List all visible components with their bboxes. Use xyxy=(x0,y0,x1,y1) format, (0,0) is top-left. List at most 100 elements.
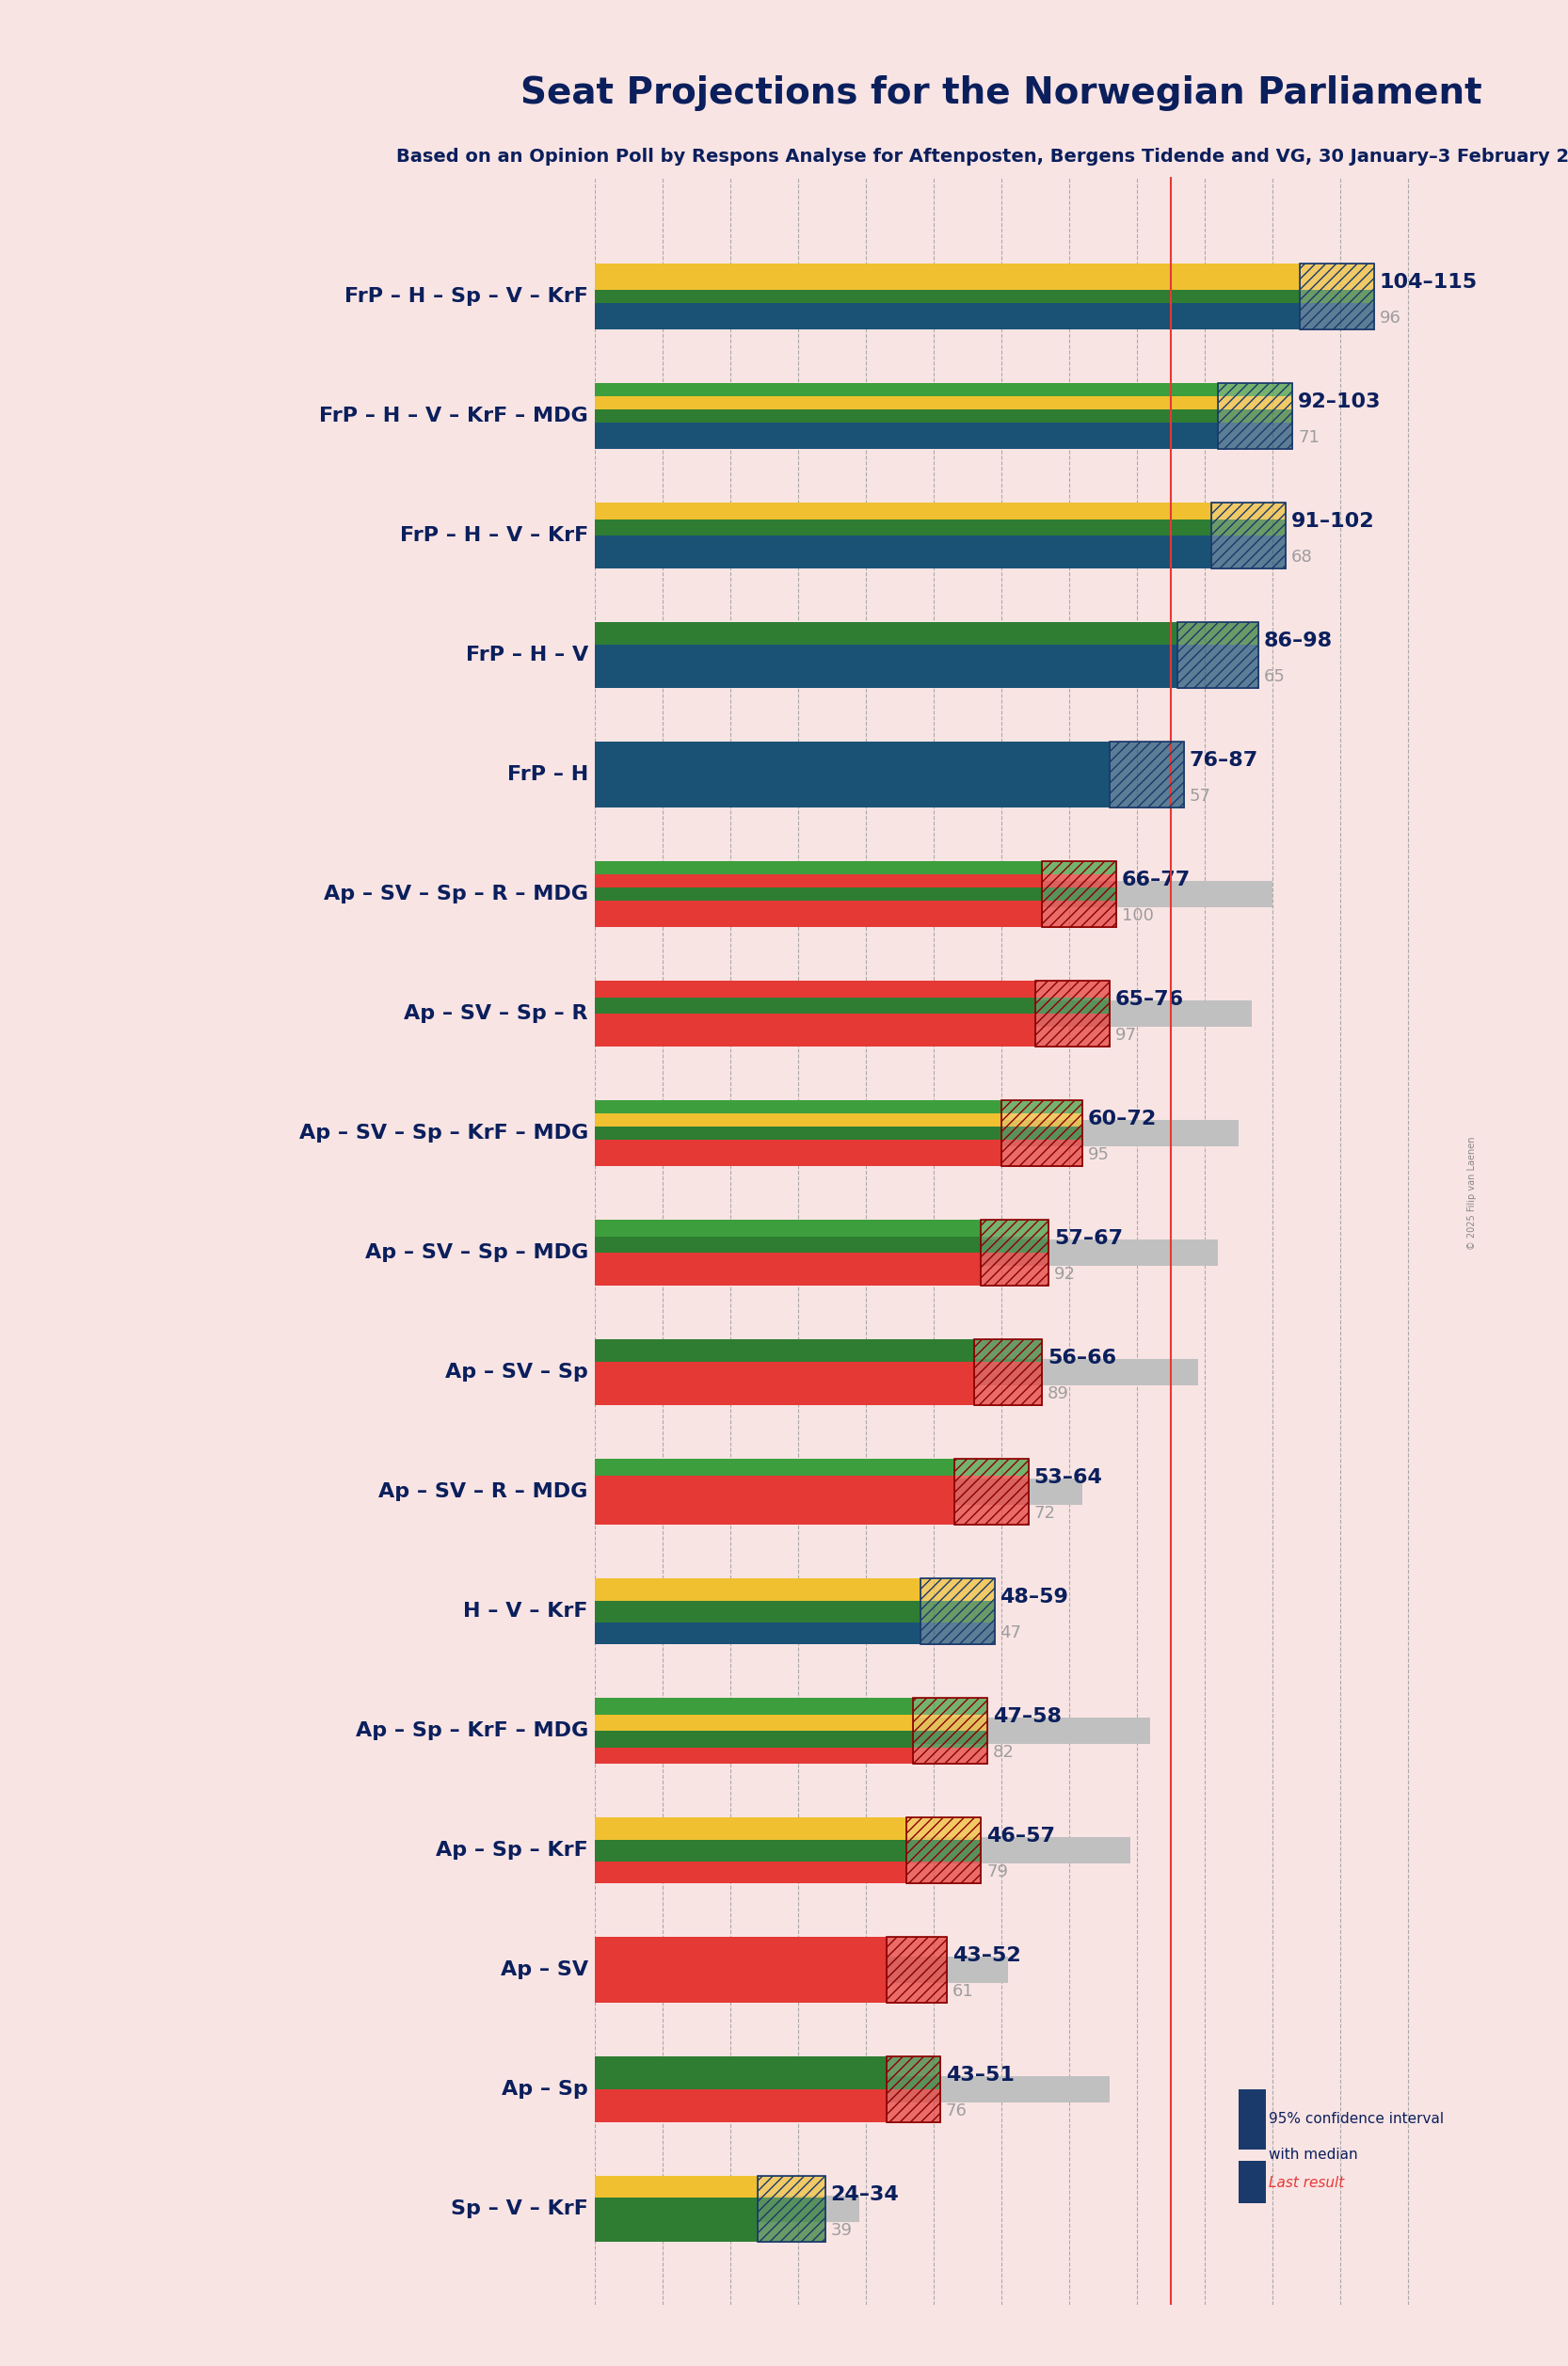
Bar xyxy=(1043,861,1116,875)
Bar xyxy=(1218,397,1292,409)
Bar xyxy=(594,424,1218,435)
Text: 96: 96 xyxy=(1380,310,1400,327)
Bar xyxy=(1002,1100,1082,1166)
Bar xyxy=(594,1599,920,1623)
Bar xyxy=(594,317,1300,329)
Text: 76–87: 76–87 xyxy=(1190,750,1259,769)
Bar xyxy=(1002,1126,1082,1140)
Text: 104–115: 104–115 xyxy=(1380,272,1477,291)
Bar xyxy=(974,1339,1043,1360)
Bar xyxy=(1043,913,1116,927)
Bar xyxy=(1035,1013,1110,1029)
Bar xyxy=(594,875,1043,887)
Text: Ap – SV – Sp – MDG: Ap – SV – Sp – MDG xyxy=(365,1245,588,1261)
Text: 24–34: 24–34 xyxy=(831,2186,898,2205)
Bar xyxy=(594,762,982,788)
Text: 91–102: 91–102 xyxy=(1290,511,1375,530)
Text: 57–67: 57–67 xyxy=(1054,1228,1123,1247)
Bar xyxy=(920,1599,994,1623)
Bar xyxy=(1002,1114,1082,1126)
Text: 48–59: 48–59 xyxy=(1000,1588,1068,1607)
Bar xyxy=(1300,263,1374,277)
Bar xyxy=(594,1699,913,1715)
Bar xyxy=(594,1957,1008,1983)
Text: 82: 82 xyxy=(993,1744,1014,1760)
Text: Seat Projections for the Norwegian Parliament: Seat Projections for the Norwegian Parli… xyxy=(521,76,1482,111)
Bar xyxy=(757,2219,825,2243)
Bar xyxy=(886,1938,947,2002)
Bar xyxy=(1110,743,1184,807)
Text: FrP – H – V: FrP – H – V xyxy=(466,646,588,665)
Text: 56–66: 56–66 xyxy=(1047,1349,1116,1368)
Bar xyxy=(1002,1140,1082,1152)
Bar xyxy=(906,1817,982,1883)
Bar xyxy=(1035,982,1110,1046)
Bar xyxy=(886,2056,941,2122)
Bar xyxy=(953,1507,1029,1524)
Bar xyxy=(594,303,1300,317)
Bar xyxy=(974,1384,1043,1405)
Bar xyxy=(594,518,1210,535)
Bar xyxy=(920,1623,994,1644)
Bar xyxy=(886,2056,941,2122)
Bar xyxy=(594,1476,953,1493)
Bar xyxy=(886,1971,947,2002)
Text: 72: 72 xyxy=(1033,1505,1055,1521)
Bar xyxy=(982,1254,1049,1268)
Bar xyxy=(594,1339,974,1360)
Text: 43–51: 43–51 xyxy=(946,2066,1014,2084)
Text: 92: 92 xyxy=(1054,1266,1076,1282)
Bar xyxy=(594,2219,757,2243)
Bar xyxy=(594,504,1210,518)
Bar xyxy=(594,774,1110,807)
Bar xyxy=(1218,383,1292,450)
Bar xyxy=(594,641,1035,667)
Bar xyxy=(1218,383,1292,397)
Bar xyxy=(982,1237,1049,1254)
Bar xyxy=(594,1384,974,1405)
Bar xyxy=(1043,887,1116,901)
Bar xyxy=(594,535,1210,551)
Bar xyxy=(594,1623,920,1644)
Bar xyxy=(1300,291,1374,303)
Bar xyxy=(594,1971,886,2002)
Bar xyxy=(594,743,1110,774)
Bar xyxy=(1035,1029,1110,1046)
Bar xyxy=(594,887,1043,901)
Text: Sp – V – KrF: Sp – V – KrF xyxy=(452,2200,588,2219)
Bar xyxy=(594,998,1035,1013)
Text: 65: 65 xyxy=(1264,667,1286,686)
Text: 57: 57 xyxy=(1190,788,1210,804)
Bar xyxy=(982,1221,1049,1237)
Bar xyxy=(1110,743,1184,774)
Bar xyxy=(594,1360,974,1384)
Bar xyxy=(1110,774,1184,807)
Bar xyxy=(982,1268,1049,1285)
Text: © 2025 Filip van Laenen: © 2025 Filip van Laenen xyxy=(1468,1136,1477,1249)
Bar xyxy=(1218,424,1292,435)
Bar xyxy=(594,402,1076,428)
Bar xyxy=(594,644,1178,667)
Bar xyxy=(757,2198,825,2219)
Bar xyxy=(1300,263,1374,329)
Bar xyxy=(594,397,1218,409)
Bar xyxy=(1002,1100,1082,1114)
Bar xyxy=(594,2089,886,2122)
Text: 79: 79 xyxy=(986,1864,1008,1881)
Text: FrP – H – V – KrF – MDG: FrP – H – V – KrF – MDG xyxy=(320,407,588,426)
Bar xyxy=(1210,518,1286,535)
Bar xyxy=(757,2177,825,2243)
Bar xyxy=(1043,861,1116,927)
Bar xyxy=(1210,551,1286,568)
Bar xyxy=(594,1938,886,1971)
Text: Based on an Opinion Poll by Respons Analyse for Aftenposten, Bergens Tidende and: Based on an Opinion Poll by Respons Anal… xyxy=(395,147,1568,166)
Bar xyxy=(1178,667,1259,689)
Text: 53–64: 53–64 xyxy=(1033,1467,1102,1486)
Bar xyxy=(1239,2160,1265,2203)
Bar xyxy=(594,1268,982,1285)
Bar xyxy=(594,1221,982,1237)
Text: 65–76: 65–76 xyxy=(1115,989,1184,1008)
Bar xyxy=(594,1862,906,1883)
Bar xyxy=(594,1001,1251,1027)
Bar xyxy=(594,1493,953,1507)
